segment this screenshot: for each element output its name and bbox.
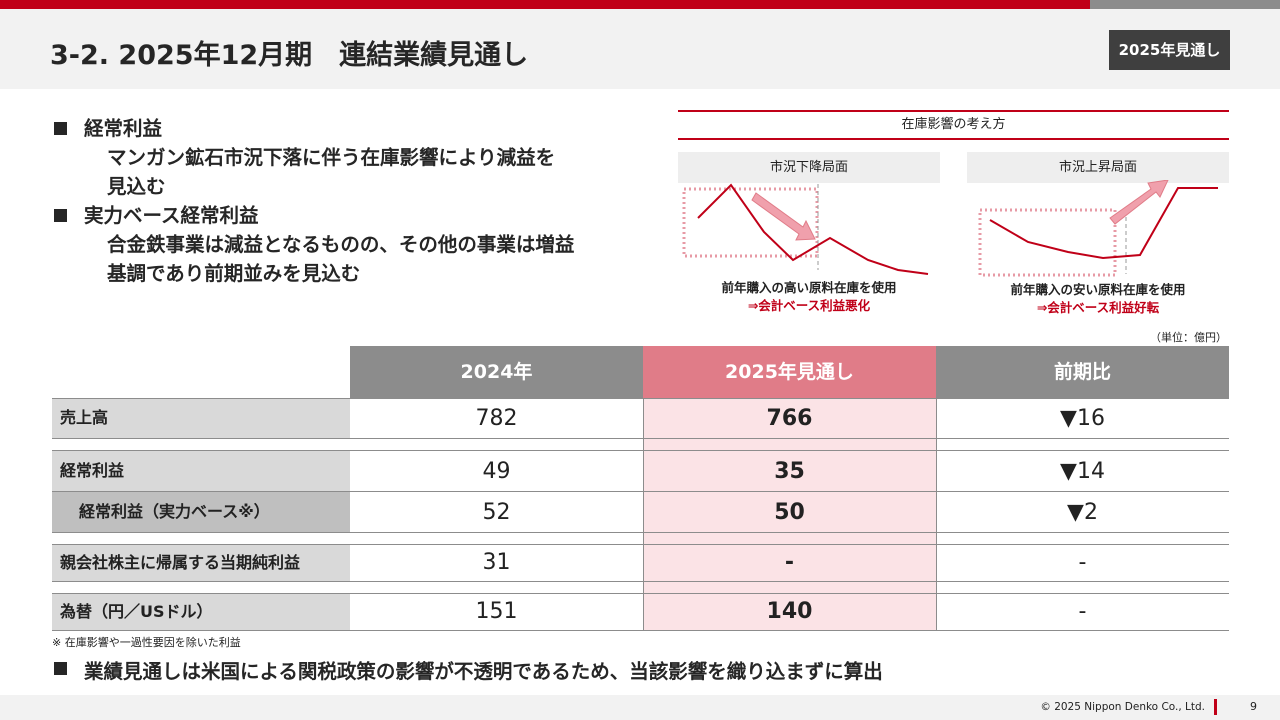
table-rule [52,438,1229,439]
inventory-diagram-graphics [682,180,1218,277]
table-cell: - [1078,550,1087,575]
table-col-divider [936,398,937,630]
table-cell: 766 [766,406,813,431]
table-rule [52,630,1229,631]
table-cell: ▼2 [1067,500,1098,525]
trend-line-falling [697,183,929,275]
diagram-title: 在庫影響の考え方 [901,117,1006,132]
diagram-rule-top [678,110,1229,112]
table-cell: ▼14 [1060,459,1105,484]
table-rule [52,398,1229,399]
footnote: ※ 在庫影響や一過性要因を除いた利益 [52,636,241,649]
footer: © 2025 Nippon Denko Co., Ltd. 9 [0,695,1280,720]
diagram-rule-bottom [678,138,1229,140]
summary-bullets: 経常利益 マンガン鉱石市況下落に伴う在庫影響により減益を 見込む 実力ベース経常… [52,114,662,288]
col-header-yoy: 前期比 [936,346,1229,398]
row-label-sales: 売上高 [52,398,350,438]
table-cell: ▼16 [1060,406,1105,431]
table-cell: 782 [475,406,518,431]
diagram-result-falling: ⇒会計ベース利益悪化 [747,298,871,313]
table-rule [52,450,1229,451]
diagram-caption-falling: 前年購入の高い原料在庫を使用 [721,280,897,295]
bullet-text-line: 見込む [107,175,166,198]
page-title: 3-2. 2025年12月期 連結業績見通し [50,40,529,71]
forecast-badge: 2025年見通し [1109,30,1230,70]
bullet-text-line: 合金鉄事業は減益となるものの、その他の事業は増益 [107,233,575,256]
table-rule [52,581,1229,582]
row-label-ordinary-profit: 経常利益 [52,450,350,491]
unit-note: （単位：億円） [1150,331,1227,344]
table-cell: 31 [482,550,511,575]
diagram-result-rising: ⇒会計ベース利益好転 [1036,300,1160,315]
top-accent-bar-gray [1090,0,1280,9]
diagram-caption-rising: 前年購入の安い原料在庫を使用 [1010,282,1186,297]
row-label-net-income: 親会社株主に帰属する当期純利益 [52,544,350,581]
trend-line-rising [989,187,1218,260]
table-cell: 49 [482,459,511,484]
table-cell: 50 [774,500,805,525]
table-rule [52,593,1229,594]
table-cell: 140 [766,599,813,624]
table-rule [52,532,1229,533]
dotted-frame-left [682,187,819,258]
page-number: 9 [1250,700,1257,713]
header: 3-2. 2025年12月期 連結業績見通し 2025年見通し [0,9,1280,89]
bullet-text-line: マンガン鉱石市況下落に伴う在庫影響により減益を [107,146,556,169]
diagram-label-rising: 市況上昇局面 [967,152,1229,183]
row-label-fx-rate: 為替（円／USドル） [52,593,350,630]
table-cell: 151 [475,599,518,624]
footer-accent-bar [1214,699,1217,715]
table-cell: 35 [774,459,805,484]
table-cell: 52 [482,500,511,525]
forecast-column-highlight [643,398,936,631]
arrow-up-icon [1109,180,1169,225]
bullet-ordinary-profit: 経常利益 [52,114,662,143]
diagram-label-falling: 市況下降局面 [678,152,940,183]
row-label-core-profit: 経常利益（実力ベース※） [52,491,350,532]
bullet-core-profit: 実力ベース経常利益 [52,201,662,230]
top-accent-bar [0,0,1090,9]
bottom-bullet: 業績見通しは米国による関税政策の影響が不透明であるため、当該影響を織り込まずに算… [52,655,883,684]
table-cell: - [1078,599,1087,624]
dotted-frame-right [978,208,1117,277]
arrow-down-icon [751,192,816,241]
table-cell: - [784,550,795,575]
copyright: © 2025 Nippon Denko Co., Ltd. [1040,701,1205,713]
table-rule [52,491,1229,492]
col-header-2025-forecast: 2025年見通し [643,346,936,398]
table-col-divider [643,398,644,630]
col-header-2024: 2024年 [350,346,643,398]
table-rule [52,544,1229,545]
bullet-text-line: 基調であり前期並みを見込む [107,262,361,285]
